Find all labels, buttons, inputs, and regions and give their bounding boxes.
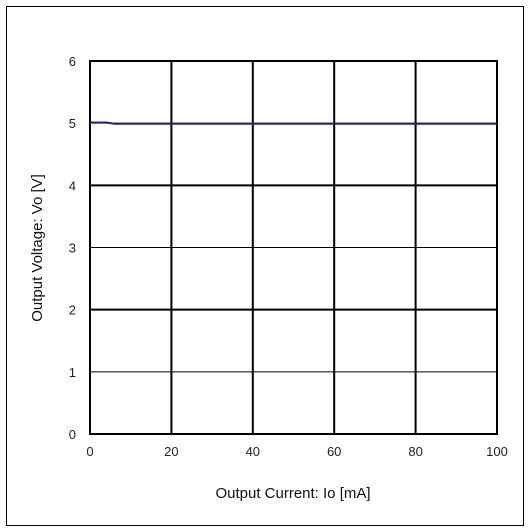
y-tick-label: 6 xyxy=(69,54,76,69)
x-tick-label: 100 xyxy=(486,444,508,459)
x-tick-label: 0 xyxy=(86,444,93,459)
x-axis-label: Output Current: Io [mA] xyxy=(215,485,370,502)
x-tick-label: 80 xyxy=(408,444,422,459)
y-tick-label: 5 xyxy=(69,116,76,131)
x-tick-label: 60 xyxy=(327,444,341,459)
x-tick-label: 20 xyxy=(164,444,178,459)
y-tick-label: 4 xyxy=(69,178,76,193)
x-tick-label: 40 xyxy=(246,444,260,459)
y-tick-label: 3 xyxy=(69,241,76,256)
grid-layer xyxy=(89,60,498,435)
y-tick-label: 1 xyxy=(69,365,76,380)
series-line xyxy=(90,121,497,125)
y-tick-label: 2 xyxy=(69,303,76,318)
y-axis-label: Output Voltage: Vo [V] xyxy=(29,174,46,322)
y-tick-label: 0 xyxy=(69,427,76,442)
series-layer xyxy=(90,121,497,125)
tick-label-layer: 0 20 40 60 80 100 0 1 2 3 4 5 6 xyxy=(69,54,508,459)
